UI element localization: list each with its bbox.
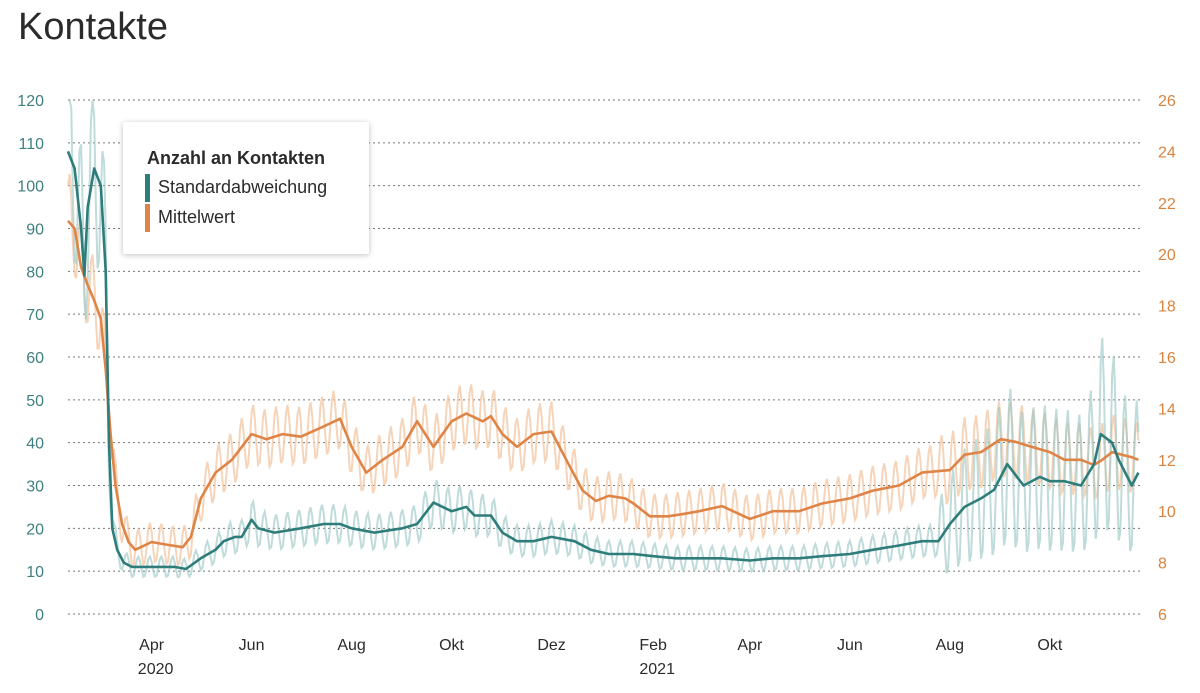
y-left-tick-label: 80 bbox=[26, 264, 44, 281]
legend-item-mittelwert: Mittelwert bbox=[145, 204, 235, 232]
x-tick-label: Jun bbox=[239, 637, 265, 654]
y-right-tick-label: 26 bbox=[1158, 93, 1176, 110]
page-title: Kontakte bbox=[18, 6, 168, 48]
y-left-tick-label: 10 bbox=[26, 564, 44, 581]
y-right-tick-label: 10 bbox=[1158, 504, 1176, 521]
y-left-tick-label: 90 bbox=[26, 222, 44, 239]
y-left-tick-label: 100 bbox=[17, 179, 44, 196]
y-right-tick-label: 18 bbox=[1158, 299, 1176, 316]
legend: Anzahl an Kontakten Standardabweichung M… bbox=[123, 122, 369, 254]
legend-swatch-sd bbox=[145, 174, 150, 202]
mittelwert-line bbox=[67, 219, 1139, 552]
y-left-tick-label: 120 bbox=[17, 93, 44, 110]
x-tick-label: Jun bbox=[837, 637, 863, 654]
gridlines bbox=[68, 99, 1140, 615]
standardabweichung-line bbox=[66, 150, 1140, 571]
y-left-tick-label: 110 bbox=[18, 136, 44, 153]
x-tick-label: Apr bbox=[737, 637, 763, 654]
standardabweichung-raw-line bbox=[68, 99, 1140, 579]
series-lines bbox=[66, 150, 1140, 571]
raw-daily-lines bbox=[67, 99, 1140, 579]
y-right-tick-label: 24 bbox=[1158, 144, 1176, 161]
y-left-tick-label: 50 bbox=[26, 393, 44, 410]
y-left-tick-label: 30 bbox=[26, 479, 44, 496]
y-left-tick-label: 60 bbox=[26, 350, 44, 367]
y-right-tick-label: 6 bbox=[1158, 607, 1167, 624]
x-year-label: 2020 bbox=[138, 661, 174, 678]
y-right-tick-label: 12 bbox=[1158, 453, 1176, 470]
x-tick-label: Aug bbox=[936, 637, 964, 654]
x-tick-label: Dez bbox=[537, 637, 565, 654]
x-year-label: 2021 bbox=[639, 661, 675, 678]
x-tick-label: Okt bbox=[1037, 637, 1062, 654]
mittelwert-raw-line bbox=[67, 173, 1140, 569]
legend-item-standardabweichung: Standardabweichung bbox=[145, 174, 327, 202]
x-tick-label: Apr bbox=[139, 637, 165, 654]
y-right-tick-label: 22 bbox=[1158, 196, 1176, 213]
y-right-tick-label: 14 bbox=[1158, 401, 1176, 418]
legend-swatch-mean bbox=[145, 204, 150, 232]
x-tick-label: Aug bbox=[337, 637, 365, 654]
legend-label-mean: Mittelwert bbox=[158, 206, 236, 227]
x-tick-label: Okt bbox=[439, 637, 464, 654]
y-left-tick-label: 0 bbox=[35, 607, 44, 624]
axes: 0 10 20 30 40 50 60 70 80 90 100 110 120 6 8 10 12 14 16 18… bbox=[17, 93, 1176, 678]
y-left-tick-label: 40 bbox=[26, 436, 44, 453]
legend-label-sd: Standardabweichung bbox=[158, 176, 328, 197]
x-tick-label: Feb bbox=[639, 637, 667, 654]
legend-title: Anzahl an Kontakten bbox=[147, 148, 326, 168]
y-right-tick-label: 8 bbox=[1158, 556, 1167, 573]
y-right-tick-label: 16 bbox=[1158, 350, 1176, 367]
y-left-tick-label: 20 bbox=[26, 521, 44, 538]
y-left-tick-label: 70 bbox=[26, 307, 44, 324]
y-right-tick-label: 20 bbox=[1158, 247, 1176, 264]
